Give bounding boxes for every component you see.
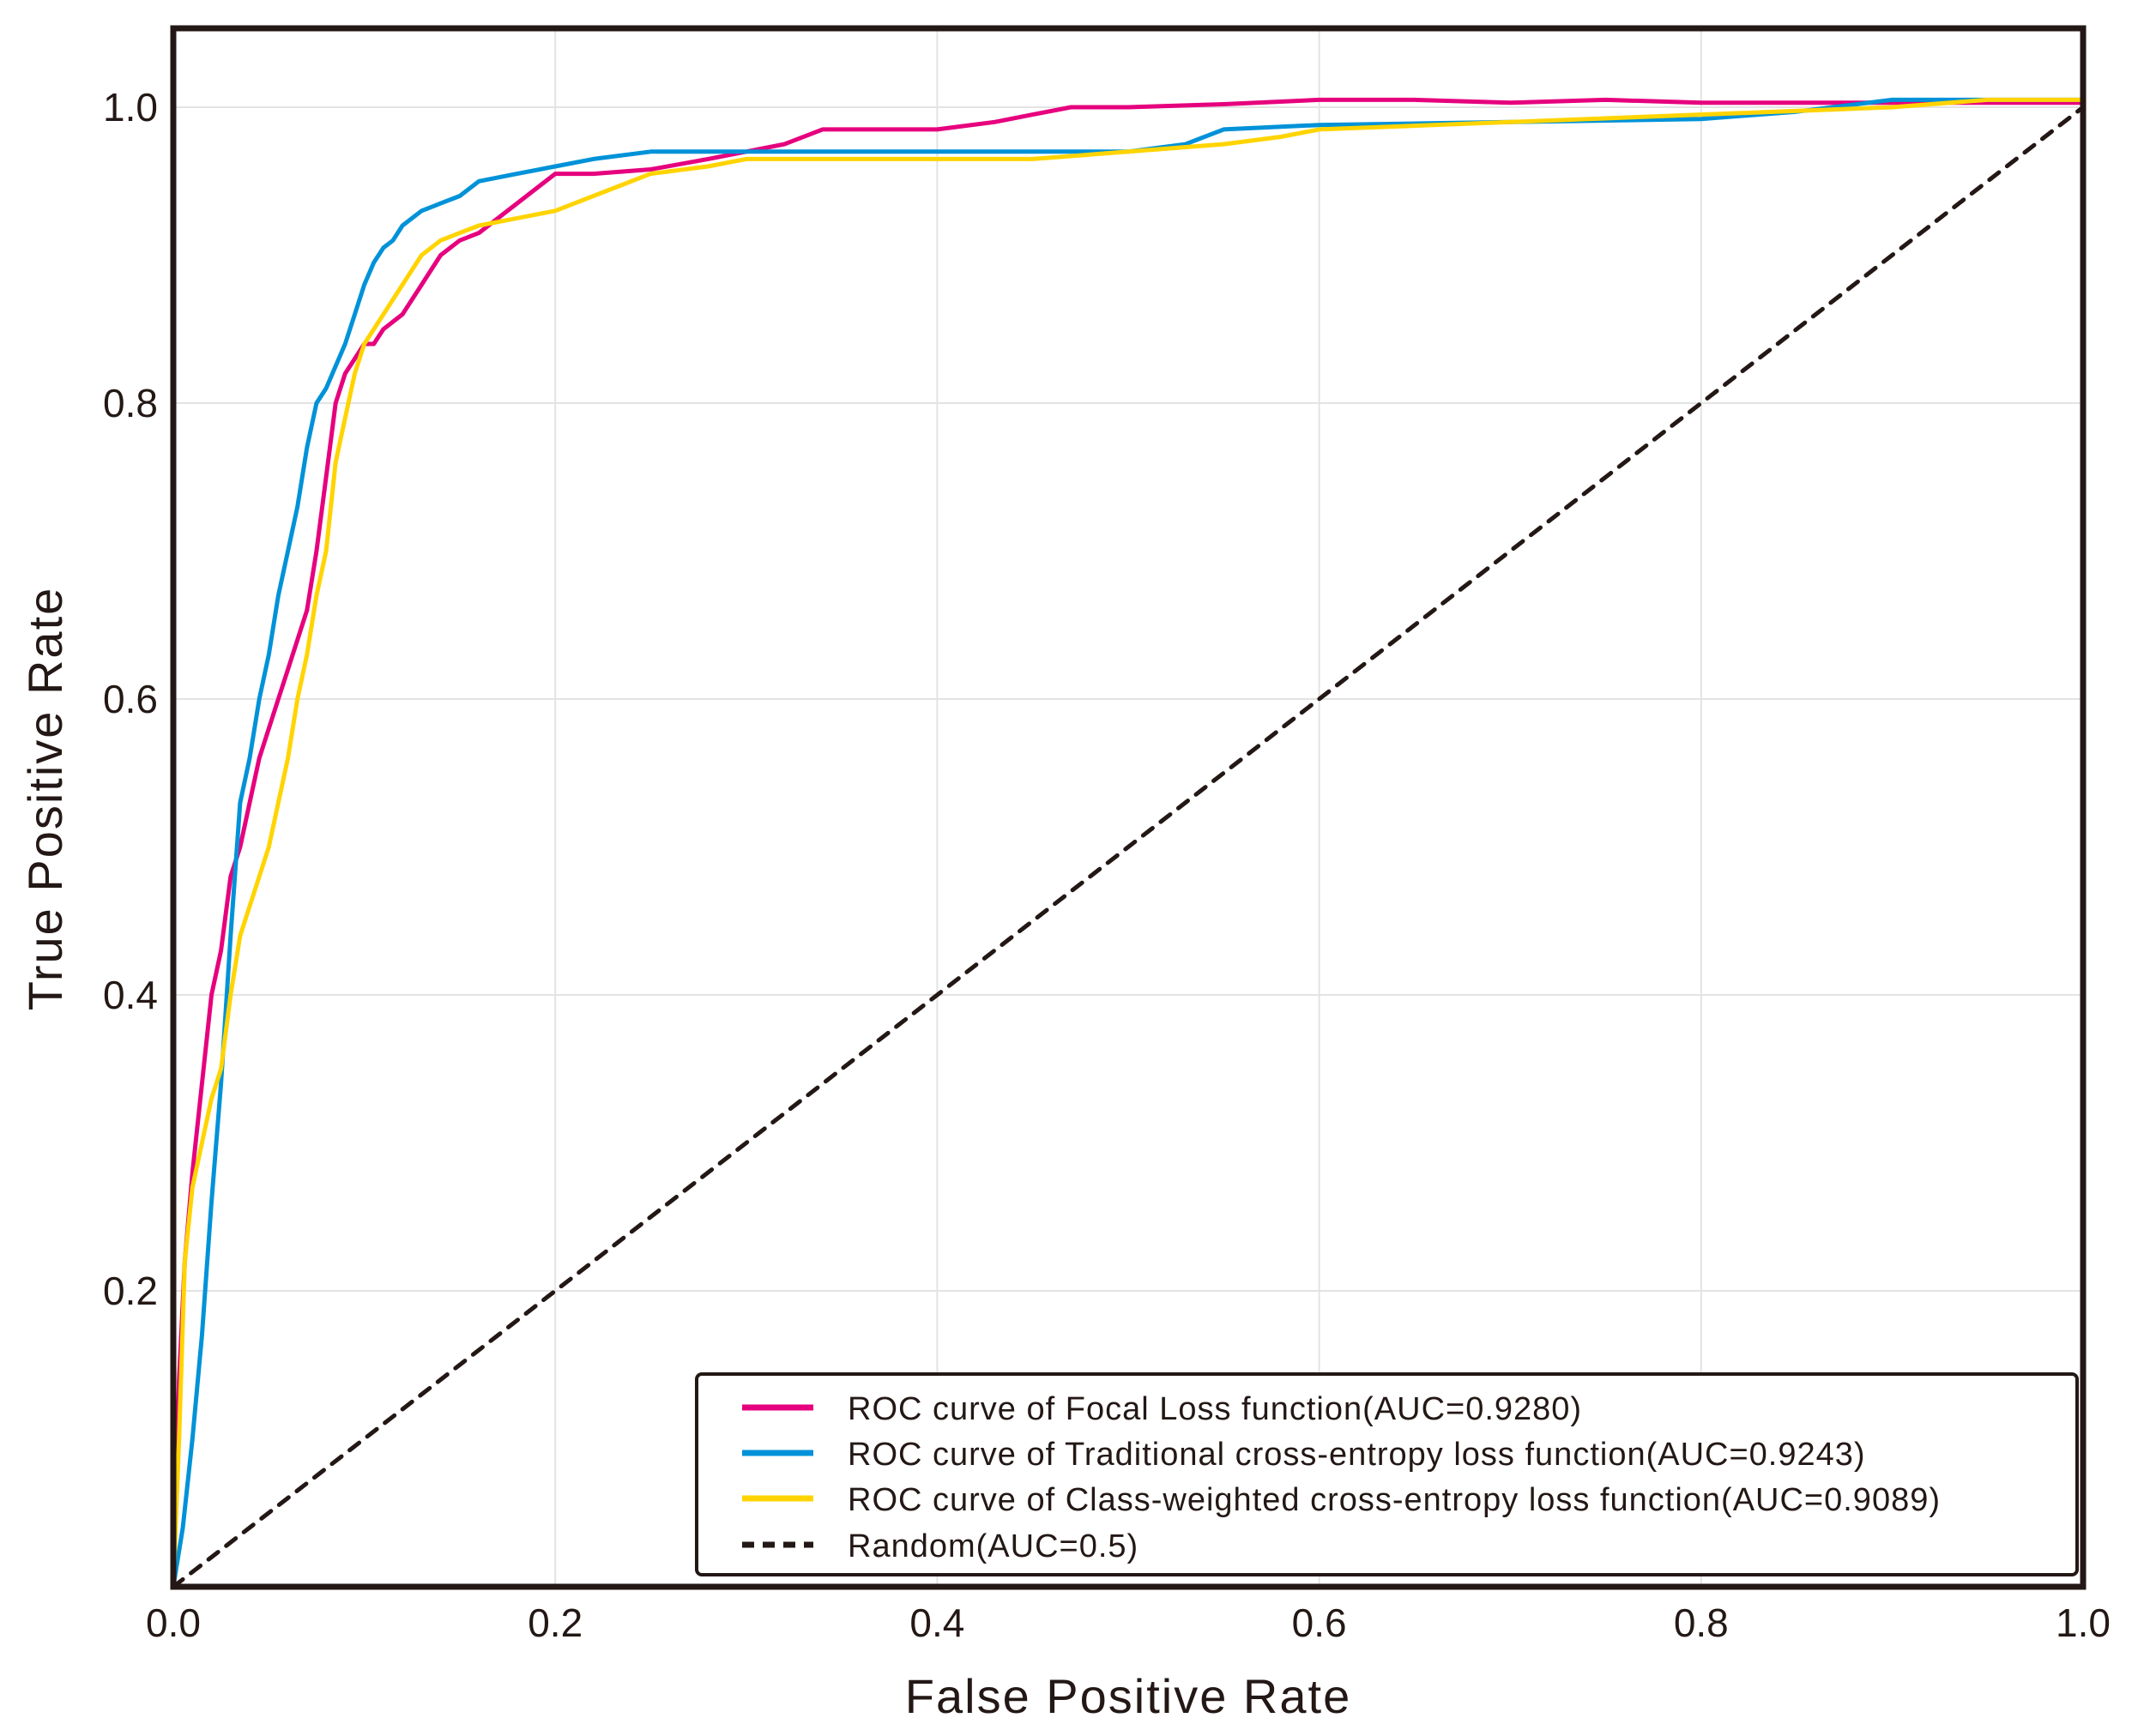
tick-labels: 0.0 0.2 0.4 0.6 0.8 1.0 0.2 0.4 0.6 0.8 1.0 xyxy=(103,85,2111,1645)
legend-label: ROC curve of Focal Loss function(AUC=0.9… xyxy=(848,1391,1582,1427)
legend-label: ROC curve of Class-weighted cross-entrop… xyxy=(848,1482,1941,1518)
y-tick-label: 0.8 xyxy=(103,381,158,425)
legend: ROC curve of Focal Loss function(AUC=0.9… xyxy=(695,1372,2079,1576)
y-tick-label: 0.6 xyxy=(103,677,158,721)
x-tick-label: 0.8 xyxy=(1674,1600,1729,1645)
x-tick-label: 1.0 xyxy=(2056,1600,2111,1645)
series-lines xyxy=(171,97,2086,1589)
traditional-ce-curve xyxy=(171,97,2086,1589)
grid xyxy=(173,28,2083,1587)
x-tick-label: 0.4 xyxy=(909,1600,964,1645)
random-baseline xyxy=(171,105,2086,1589)
y-tick-label: 0.2 xyxy=(103,1269,158,1313)
plot-frame xyxy=(170,25,2087,1590)
x-axis-label: False Positive Rate xyxy=(905,1669,1351,1723)
y-tick-label: 1.0 xyxy=(103,85,158,130)
legend-box xyxy=(695,1372,2079,1576)
class-weighted-ce-curve xyxy=(171,97,2086,1589)
focal-loss-curve xyxy=(171,97,2086,1589)
legend-label: ROC curve of Traditional cross-entropy l… xyxy=(848,1437,1866,1473)
y-tick-label: 0.4 xyxy=(103,973,158,1017)
x-tick-label: 0.2 xyxy=(528,1600,583,1645)
x-tick-label: 0.6 xyxy=(1292,1600,1347,1645)
y-axis-label: True Positive Rate xyxy=(18,587,72,1011)
x-tick-label: 0.0 xyxy=(146,1600,201,1645)
legend-label: Random(AUC=0.5) xyxy=(848,1528,1138,1564)
